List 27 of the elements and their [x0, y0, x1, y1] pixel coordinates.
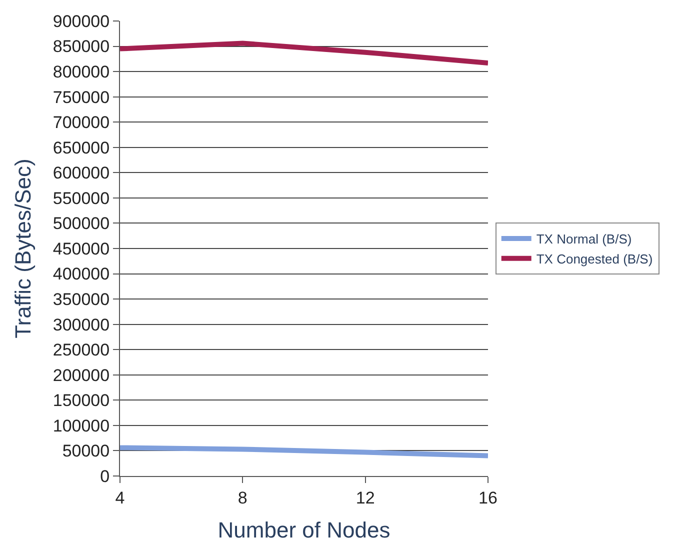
x-tick-label: 12	[356, 488, 375, 508]
y-tick-label: 750000	[52, 88, 110, 107]
y-axis-title: Traffic (Bytes/Sec)	[10, 158, 36, 338]
legend-label: TX Normal (B/S)	[536, 232, 632, 247]
y-tick-label: 700000	[52, 113, 110, 132]
y-tick-label: 100000	[52, 416, 110, 436]
y-tick-label: 900000	[52, 12, 110, 31]
y-tick-label: 550000	[52, 188, 110, 208]
y-tick-label: 400000	[52, 264, 110, 284]
x-tick-label: 8	[238, 488, 248, 508]
y-tick-label: 350000	[52, 290, 110, 310]
y-tick-label: 0	[100, 466, 110, 486]
y-tick-label: 250000	[52, 340, 110, 360]
y-tick-label: 650000	[52, 138, 110, 158]
y-tick-label: 450000	[52, 239, 110, 258]
x-tick-label: 16	[478, 488, 498, 508]
x-axis-title: Number of Nodes	[218, 517, 390, 542]
y-tick-label: 200000	[52, 366, 110, 385]
x-tick-label: 4	[115, 488, 125, 508]
y-tick-label: 300000	[52, 315, 110, 334]
y-tick-label: 800000	[52, 62, 110, 82]
legend-label: TX Congested (B/S)	[536, 251, 653, 266]
y-tick-label: 850000	[52, 37, 110, 56]
y-tick-label: 500000	[52, 214, 110, 234]
y-tick-label: 150000	[52, 391, 110, 410]
y-tick-label: 50000	[62, 442, 110, 461]
y-tick-label: 600000	[52, 164, 110, 183]
